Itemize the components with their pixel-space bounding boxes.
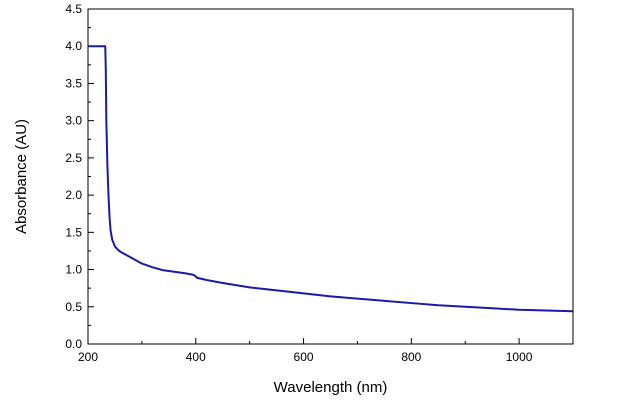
y-tick-label: 1.5 — [65, 225, 82, 239]
series-layer — [88, 45, 574, 313]
y-tick-label: 3.0 — [65, 114, 82, 128]
x-tick-label: 1000 — [506, 350, 533, 364]
x-tick-label: 800 — [401, 350, 421, 364]
x-tick-label: 200 — [78, 350, 98, 364]
y-tick-label: 0.0 — [65, 337, 82, 351]
y-axis-title: Absorbance (AU) — [13, 119, 30, 234]
x-tick-label: 600 — [294, 350, 314, 364]
y-tick-label: 2.5 — [65, 151, 82, 165]
x-tick-label: 400 — [186, 350, 206, 364]
y-tick-label: 3.5 — [65, 76, 82, 90]
y-tick-label: 2.0 — [65, 188, 82, 202]
plot-frame — [87, 8, 574, 345]
y-tick-label: 4.0 — [65, 39, 82, 53]
y-tick-label: 0.5 — [65, 300, 82, 314]
absorbance-series-line — [88, 45, 574, 313]
x-axis-title: Wavelength (nm) — [274, 379, 388, 396]
y-tick-label: 4.5 — [65, 2, 82, 16]
tick-labels-layer: 200 400 600 800 1000 0.0 0.5 1.0 1.5 2.0 2.5 3.0 3.5… — [65, 2, 532, 364]
y-tick-label: 1.0 — [65, 263, 82, 277]
